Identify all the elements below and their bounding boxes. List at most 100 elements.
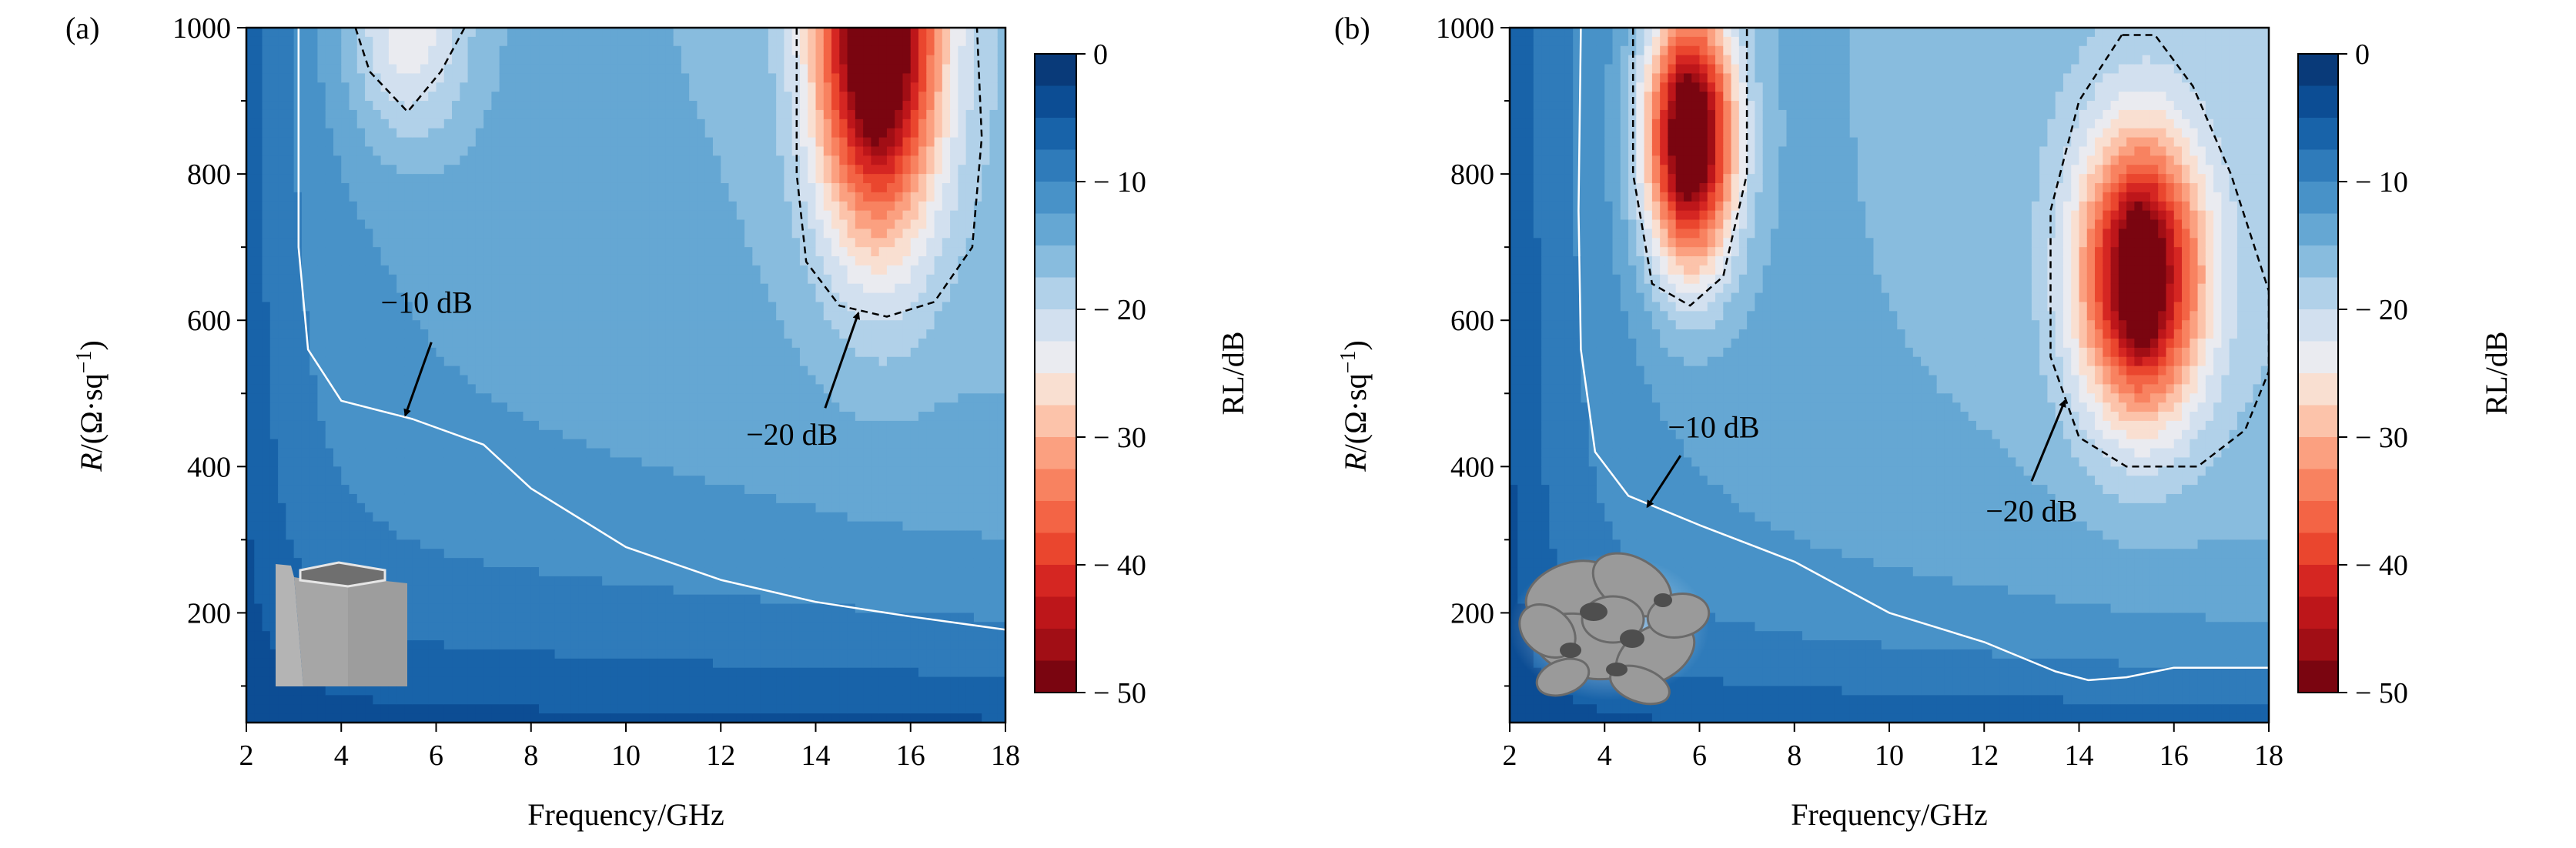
heatmap-cell xyxy=(515,613,524,623)
heatmap-cell xyxy=(744,274,753,285)
heatmap-cell xyxy=(325,283,334,294)
heatmap-cell xyxy=(634,439,643,449)
heatmap-cell xyxy=(610,485,619,495)
heatmap-cell xyxy=(562,558,571,568)
heatmap-cell xyxy=(594,302,603,312)
heatmap-cell xyxy=(530,36,540,47)
heatmap-cell xyxy=(507,476,516,486)
heatmap-cell xyxy=(736,622,745,632)
heatmap-cell xyxy=(673,82,682,92)
heatmap-cell xyxy=(293,292,303,303)
heatmap-cell xyxy=(420,338,429,349)
heatmap-cell xyxy=(349,283,358,294)
heatmap-cell xyxy=(610,549,619,559)
heatmap-cell xyxy=(610,128,619,139)
heatmap-cell xyxy=(373,45,382,56)
heatmap-cell xyxy=(278,485,286,495)
heatmap-cell xyxy=(499,502,508,513)
heatmap-cell xyxy=(254,622,263,632)
heatmap-cell xyxy=(721,256,730,266)
heatmap-cell xyxy=(483,658,492,669)
heatmap-cell xyxy=(657,45,666,56)
heatmap-cell xyxy=(515,695,524,705)
heatmap-cell xyxy=(341,229,350,239)
heatmap-cell xyxy=(744,238,753,248)
heatmap-cell xyxy=(728,393,738,403)
heatmap-cell xyxy=(269,448,279,459)
heatmap-cell xyxy=(744,366,753,376)
heatmap-cell xyxy=(681,283,690,294)
heatmap-cell xyxy=(380,539,390,549)
heatmap-cell xyxy=(760,201,769,212)
heatmap-cell xyxy=(460,192,469,202)
heatmap-cell xyxy=(436,695,445,705)
heatmap-cell xyxy=(309,366,319,376)
heatmap-cell xyxy=(269,82,279,92)
heatmap-cell xyxy=(467,622,477,632)
heatmap-cell xyxy=(365,302,373,312)
heatmap-cell xyxy=(452,174,460,184)
heatmap-cell xyxy=(547,558,556,568)
heatmap-cell xyxy=(278,182,286,193)
heatmap-cell xyxy=(515,402,524,412)
heatmap-cell xyxy=(325,229,334,239)
heatmap-cell xyxy=(436,366,445,376)
heatmap-cell xyxy=(309,265,319,275)
heatmap-cell xyxy=(744,676,753,687)
heatmap-cell xyxy=(443,311,453,321)
heatmap-cell xyxy=(452,320,460,330)
heatmap-cell xyxy=(602,329,611,339)
heatmap-cell xyxy=(586,466,595,476)
heatmap-cell xyxy=(641,384,651,394)
heatmap-cell xyxy=(586,695,595,705)
heatmap-cell xyxy=(728,603,738,614)
heatmap-cell xyxy=(649,219,658,229)
heatmap-cell xyxy=(286,476,295,486)
heatmap-cell xyxy=(491,603,500,614)
heatmap-cell xyxy=(269,695,279,705)
heatmap-cell xyxy=(412,292,421,303)
heatmap-cell xyxy=(483,283,492,294)
heatmap-cell xyxy=(704,347,714,358)
heatmap-cell xyxy=(507,302,516,312)
heatmap-cell xyxy=(712,594,721,605)
heatmap-cell xyxy=(602,28,611,38)
heatmap-cell xyxy=(704,567,714,577)
heatmap-cell xyxy=(554,192,564,202)
heatmap-cell xyxy=(665,311,674,321)
heatmap-cell xyxy=(317,521,326,532)
heatmap-cell xyxy=(491,28,500,38)
heatmap-cell xyxy=(515,521,524,532)
heatmap-cell xyxy=(712,45,721,56)
heatmap-cell xyxy=(333,347,342,358)
heatmap-cell xyxy=(269,429,279,440)
heatmap-cell xyxy=(262,101,271,111)
heatmap-cell xyxy=(523,704,532,714)
heatmap-cell xyxy=(721,128,730,139)
heatmap-cell xyxy=(380,210,390,221)
heatmap-cell xyxy=(428,576,437,586)
heatmap-cell xyxy=(388,356,397,367)
heatmap-cell xyxy=(539,283,547,294)
heatmap-cell xyxy=(262,146,271,156)
heatmap-cell xyxy=(634,119,643,129)
heatmap-cell xyxy=(317,485,326,495)
heatmap-cell xyxy=(278,155,286,165)
heatmap-cell xyxy=(570,448,579,459)
heatmap-cell xyxy=(649,448,658,459)
heatmap-cell xyxy=(523,210,532,221)
heatmap-cell xyxy=(388,366,397,376)
heatmap-cell xyxy=(499,165,508,175)
heatmap-cell xyxy=(499,36,508,47)
heatmap-cell xyxy=(728,384,738,394)
heatmap-cell xyxy=(515,466,524,476)
heatmap-cell xyxy=(262,485,271,495)
heatmap-cell xyxy=(428,667,437,678)
heatmap-cell xyxy=(333,119,342,129)
heatmap-cell xyxy=(728,64,738,75)
heatmap-cell xyxy=(681,649,690,659)
heatmap-cell xyxy=(578,302,587,312)
heatmap-cell xyxy=(689,36,698,47)
heatmap-cell xyxy=(665,695,674,705)
heatmap-cell xyxy=(460,393,469,403)
